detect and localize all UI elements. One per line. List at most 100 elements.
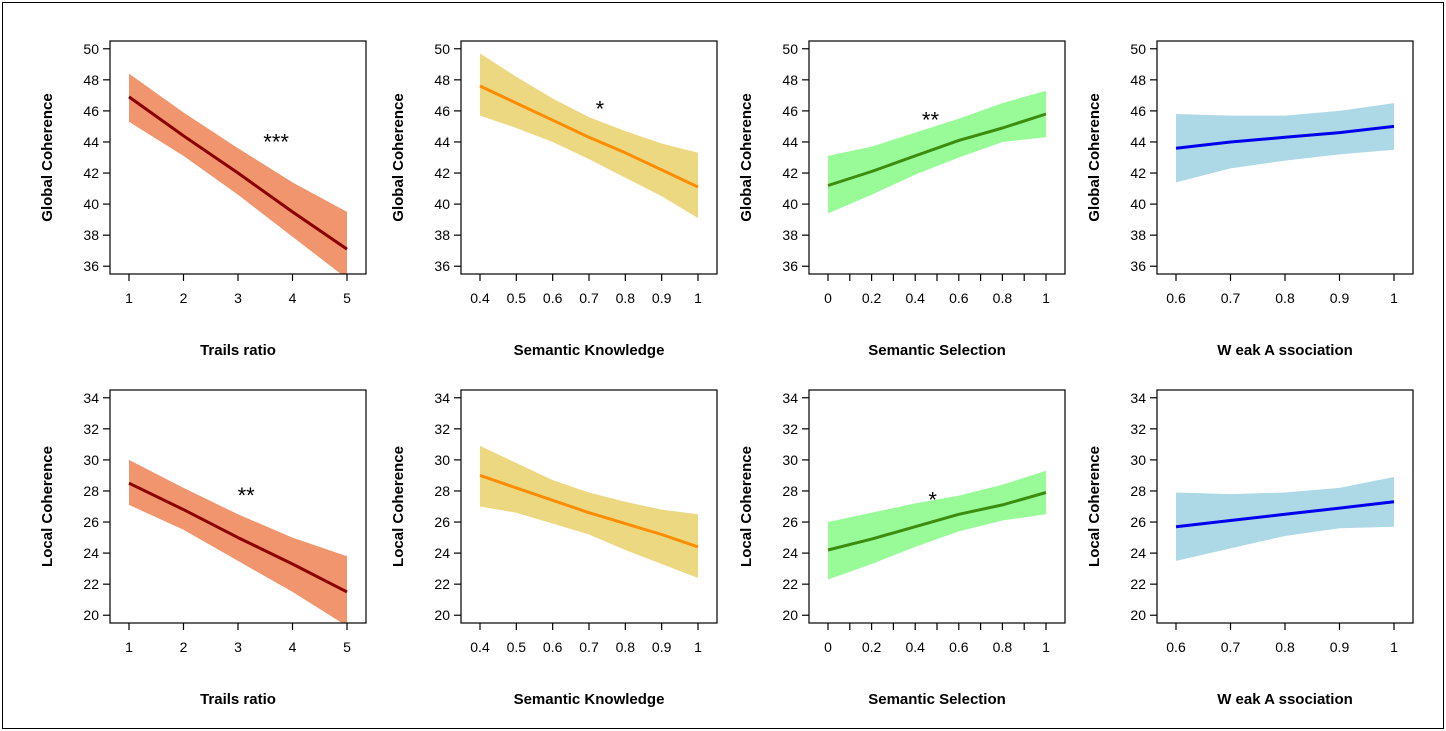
y-tick-label: 44 [434, 134, 450, 150]
x-tick-label: 0.7 [1221, 290, 1241, 306]
y-axis-title: Global Coherence [390, 93, 407, 221]
x-tick-label: 0.2 [862, 290, 882, 306]
y-tick-label: 30 [782, 452, 798, 468]
y-tick-label: 48 [782, 72, 798, 88]
y-tick-label: 40 [1130, 196, 1146, 212]
chart-panel-4: 36 38 40 42 44 46 48 50 0.6 0.7 0.8 0.9 1 W eak A sso… [1086, 40, 1414, 359]
x-tick-label: 0.4 [470, 290, 490, 306]
x-tick-label: 1 [1390, 290, 1398, 306]
x-tick-label: 1 [125, 290, 133, 306]
y-tick-label: 30 [434, 452, 450, 468]
y-axis-title: Local Coherence [390, 446, 407, 567]
y-tick-label: 26 [1130, 514, 1146, 530]
y-tick-label: 22 [434, 576, 450, 592]
y-tick-label: 24 [83, 545, 99, 561]
y-tick-label: 28 [434, 483, 450, 499]
x-tick-label: 0.6 [949, 639, 969, 655]
y-tick-label: 34 [782, 390, 798, 406]
x-tick-label: 3 [234, 639, 242, 655]
x-tick-label: 0.9 [1330, 639, 1350, 655]
y-tick-label: 42 [83, 165, 99, 181]
x-tick-label: 2 [180, 639, 188, 655]
y-tick-label: 50 [434, 41, 450, 57]
y-tick-label: 34 [83, 390, 99, 406]
x-tick-label: 1 [125, 639, 133, 655]
x-tick-label: 0.4 [905, 639, 925, 655]
y-axis-title: Local Coherence [39, 446, 56, 567]
y-tick-label: 20 [782, 607, 798, 623]
y-tick-label: 28 [1130, 483, 1146, 499]
x-axis-title: W eak A ssociation [1217, 691, 1353, 708]
x-axis-title: Semantic Selection [868, 691, 1006, 708]
y-tick-label: 46 [434, 103, 450, 119]
significance-marker: *** [263, 129, 289, 154]
confidence-band [828, 470, 1046, 580]
regression-line [827, 112, 1047, 187]
significance-marker: ** [922, 108, 940, 133]
y-tick-label: 22 [83, 576, 99, 592]
x-tick-label: 0.6 [543, 639, 563, 655]
y-tick-label: 28 [83, 483, 99, 499]
significance-marker: * [928, 488, 937, 513]
y-tick-label: 36 [83, 258, 99, 274]
y-tick-label: 50 [1130, 41, 1146, 57]
y-tick-label: 50 [83, 41, 99, 57]
plot-area [827, 470, 1047, 580]
y-tick-label: 32 [782, 421, 798, 437]
y-tick-label: 30 [1130, 452, 1146, 468]
y-tick-label: 34 [434, 390, 450, 406]
x-tick-label: 1 [694, 290, 702, 306]
regression-line [827, 491, 1047, 552]
plot-area [479, 445, 699, 578]
plot-area [1175, 477, 1395, 561]
x-tick-label: 2 [180, 290, 188, 306]
x-tick-label: 0.5 [507, 639, 527, 655]
x-tick-label: 0.8 [616, 290, 636, 306]
x-tick-label: 0.5 [507, 290, 527, 306]
y-axis-title: Global Coherence [1086, 93, 1103, 221]
y-tick-label: 20 [434, 607, 450, 623]
y-tick-label: 36 [1130, 258, 1146, 274]
y-tick-label: 30 [83, 452, 99, 468]
y-tick-label: 46 [83, 103, 99, 119]
y-tick-label: 36 [434, 258, 450, 274]
y-tick-label: 40 [83, 196, 99, 212]
chart-panel-2: 36 38 40 42 44 46 48 50 0.4 0.5 0.6 0.7 0.8 0.9 1 Seman… [390, 40, 718, 359]
y-tick-label: 40 [782, 196, 798, 212]
y-tick-label: 26 [83, 514, 99, 530]
confidence-band [828, 90, 1046, 214]
x-axis-title: Trails ratio [200, 691, 276, 708]
x-tick-label: 0.8 [616, 639, 636, 655]
y-tick-label: 46 [782, 103, 798, 119]
y-axis-title: Global Coherence [39, 93, 56, 221]
chart-panel-3: 36 38 40 42 44 46 48 50 0 0.2 0.4 0.6 0.8 1 Semantic S… [738, 40, 1066, 359]
y-tick-label: 38 [782, 227, 798, 243]
y-tick-label: 22 [1130, 576, 1146, 592]
y-tick-label: 24 [782, 545, 798, 561]
y-tick-label: 32 [1130, 421, 1146, 437]
x-tick-label: 0.7 [579, 290, 599, 306]
y-tick-label: 36 [782, 258, 798, 274]
x-tick-label: 3 [234, 290, 242, 306]
confidence-band [129, 459, 347, 623]
y-tick-label: 48 [434, 72, 450, 88]
y-tick-label: 48 [1130, 72, 1146, 88]
y-tick-label: 28 [782, 483, 798, 499]
x-tick-label: 1 [1042, 290, 1050, 306]
y-tick-label: 38 [434, 227, 450, 243]
y-tick-label: 24 [434, 545, 450, 561]
y-axis-title: Local Coherence [738, 446, 755, 567]
x-tick-label: 0.8 [1275, 290, 1295, 306]
plot-area [1175, 103, 1395, 183]
confidence-band [1176, 103, 1394, 183]
y-tick-label: 44 [83, 134, 99, 150]
y-tick-label: 42 [782, 165, 798, 181]
x-axis-title: Semantic Knowledge [514, 342, 665, 359]
x-tick-label: 5 [343, 639, 351, 655]
y-tick-label: 38 [83, 227, 99, 243]
x-tick-label: 0.4 [470, 639, 490, 655]
y-tick-label: 46 [1130, 103, 1146, 119]
y-tick-label: 24 [1130, 545, 1146, 561]
plot-area [128, 459, 348, 623]
